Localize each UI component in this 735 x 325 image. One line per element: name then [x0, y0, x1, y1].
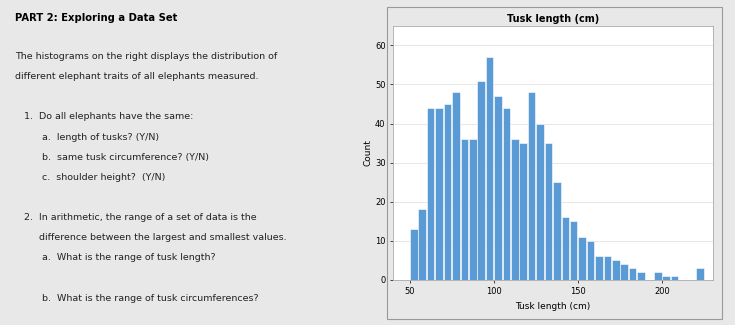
- Text: PART 2: Exploring a Data Set: PART 2: Exploring a Data Set: [15, 13, 178, 23]
- Bar: [662, 276, 670, 279]
- Bar: [620, 264, 628, 280]
- Bar: [603, 256, 611, 280]
- Text: The histograms on the right displays the distribution of: The histograms on the right displays the…: [15, 52, 278, 61]
- Bar: [494, 96, 502, 280]
- Bar: [486, 57, 493, 280]
- Text: difference between the largest and smallest values.: difference between the largest and small…: [15, 233, 287, 242]
- Bar: [578, 237, 586, 280]
- Bar: [696, 268, 703, 280]
- Bar: [469, 139, 476, 280]
- Bar: [545, 143, 552, 280]
- X-axis label: Tusk length (cm): Tusk length (cm): [515, 302, 591, 311]
- Bar: [562, 217, 569, 280]
- Text: a.  What is the range of tusk length?: a. What is the range of tusk length?: [15, 254, 216, 263]
- Text: a.  length of tusks? (Y/N): a. length of tusks? (Y/N): [15, 133, 159, 142]
- Text: different elephant traits of all elephants measured.: different elephant traits of all elephan…: [15, 72, 259, 81]
- Bar: [671, 276, 678, 279]
- Text: b.  What is the range of tusk circumferences?: b. What is the range of tusk circumferen…: [15, 294, 259, 303]
- Title: Tusk length (cm): Tusk length (cm): [507, 14, 599, 24]
- Bar: [595, 256, 603, 280]
- Text: c.  shoulder height?  (Y/N): c. shoulder height? (Y/N): [15, 173, 165, 182]
- Bar: [444, 104, 451, 280]
- Bar: [410, 229, 417, 280]
- Text: 2.  In arithmetic, the range of a set of data is the: 2. In arithmetic, the range of a set of …: [15, 213, 257, 222]
- Bar: [570, 221, 578, 280]
- Bar: [418, 209, 426, 280]
- Text: 1.  Do all elephants have the same:: 1. Do all elephants have the same:: [15, 112, 193, 122]
- Text: b.  same tusk circumference? (Y/N): b. same tusk circumference? (Y/N): [15, 153, 209, 162]
- Bar: [511, 139, 519, 280]
- Bar: [629, 268, 637, 280]
- Bar: [537, 124, 544, 280]
- Bar: [553, 182, 561, 280]
- Bar: [520, 143, 527, 280]
- Bar: [427, 108, 434, 280]
- Bar: [503, 108, 510, 280]
- Bar: [435, 108, 443, 280]
- Bar: [528, 92, 535, 280]
- Bar: [637, 272, 645, 280]
- Bar: [612, 260, 620, 280]
- Bar: [452, 92, 459, 280]
- Bar: [654, 272, 662, 280]
- Bar: [587, 240, 595, 280]
- Bar: [477, 81, 485, 280]
- Bar: [461, 139, 468, 280]
- Y-axis label: Count: Count: [363, 139, 372, 166]
